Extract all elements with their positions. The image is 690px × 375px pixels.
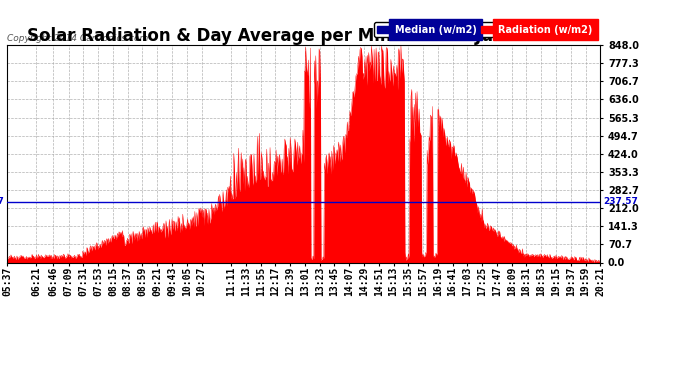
Text: 237.57: 237.57 <box>0 197 4 206</box>
Legend: Median (w/m2), Radiation (w/m2): Median (w/m2), Radiation (w/m2) <box>375 22 595 38</box>
Text: 237.57: 237.57 <box>603 197 638 206</box>
Title: Solar Radiation & Day Average per Minute Wed Jun 4 20:28: Solar Radiation & Day Average per Minute… <box>27 27 580 45</box>
Text: Copyright 2014 Cartronics.com: Copyright 2014 Cartronics.com <box>7 34 148 43</box>
